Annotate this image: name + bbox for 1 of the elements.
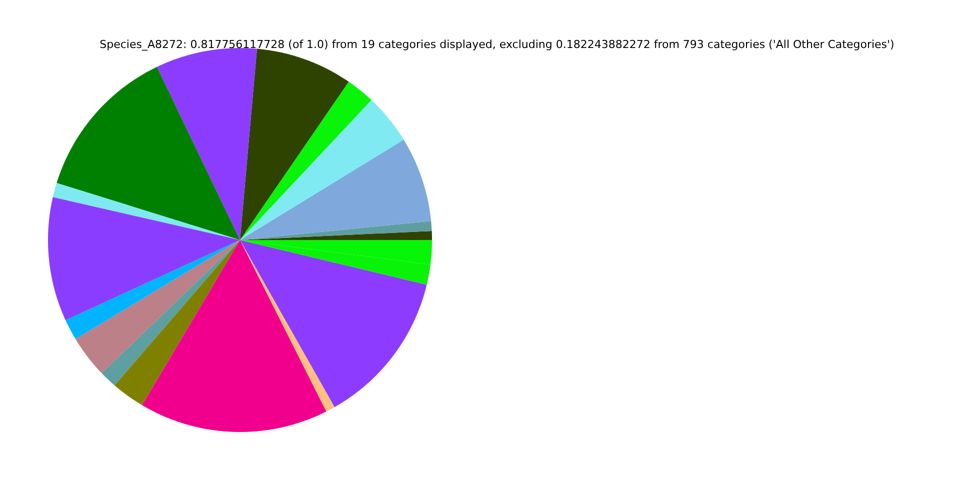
text: Species_A8272: 0.817756117728 (of 1.0) from 19 categories displayed, excluding 0.182243882272 from 793 categories ('All Other Categories') [100, 38, 894, 51]
